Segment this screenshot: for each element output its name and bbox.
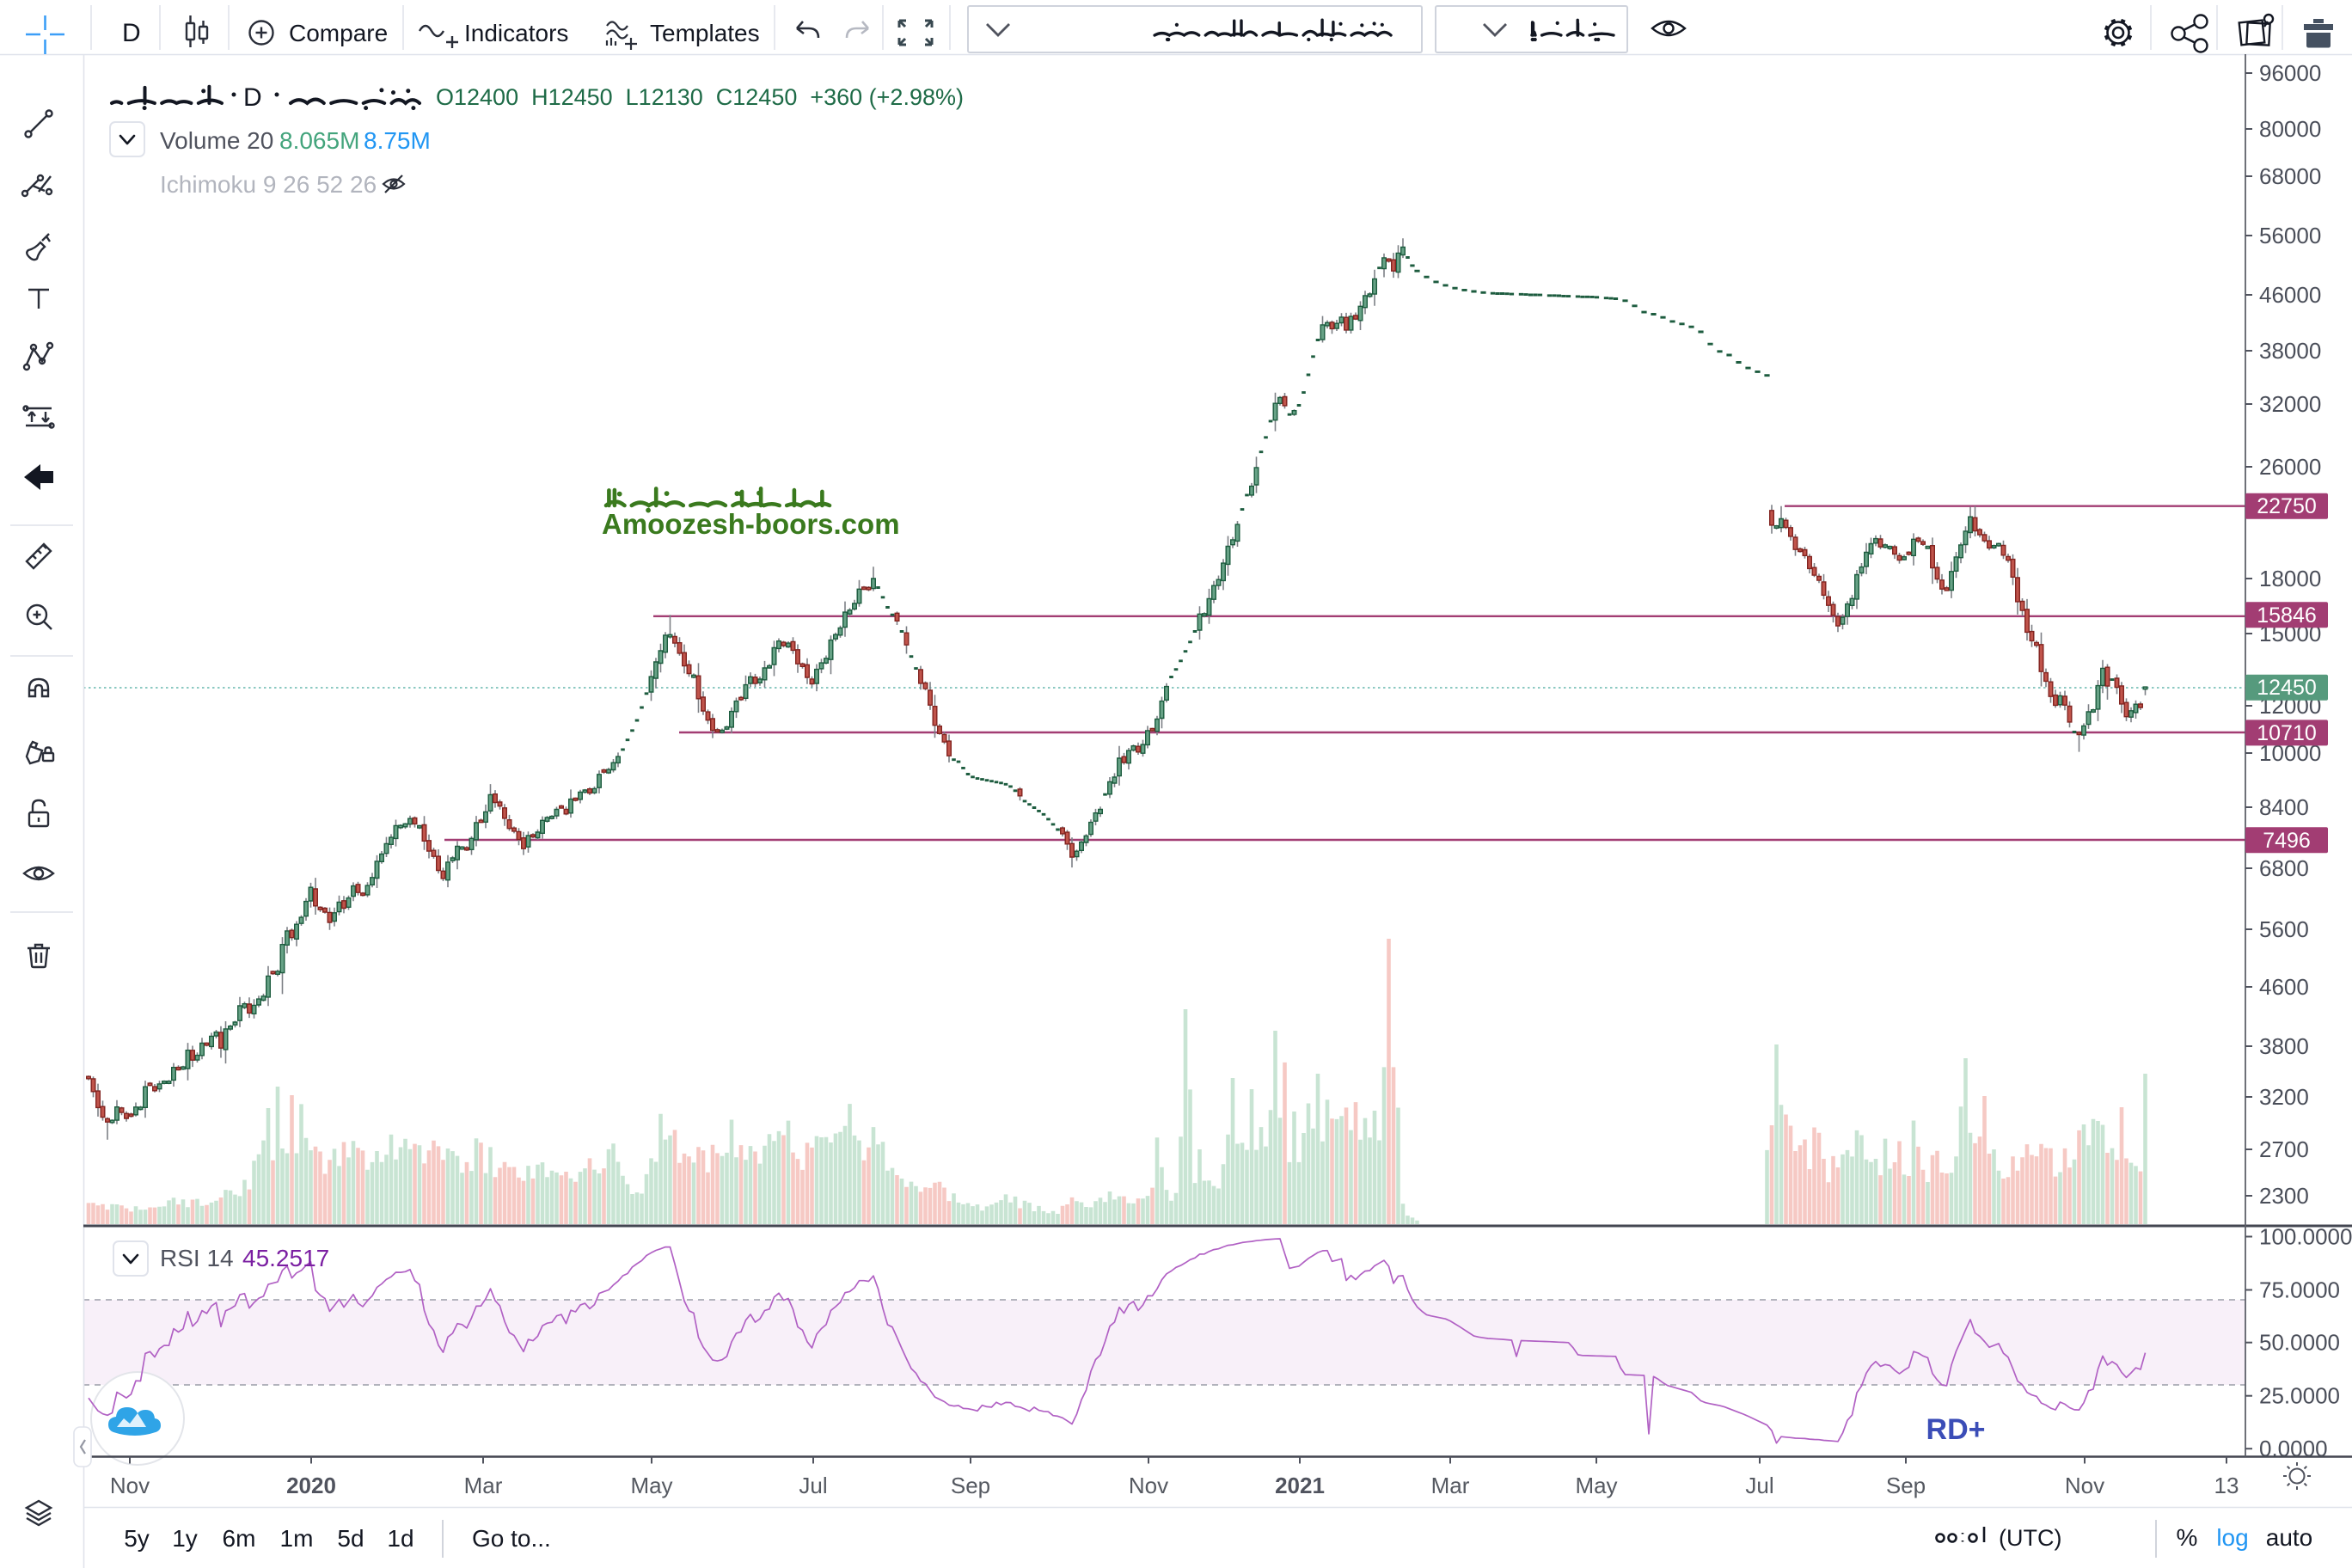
svg-text:50.0000: 50.0000 [2259,1330,2340,1356]
svg-text:Sep: Sep [951,1473,990,1498]
svg-text:Ichimoku 9 26 52 26: Ichimoku 9 26 52 26 [160,171,377,198]
svg-text:2021: 2021 [1275,1473,1325,1498]
svg-text:Jul: Jul [1745,1473,1773,1498]
svg-text:5y: 5y [124,1525,150,1552]
svg-text:Amoozesh-boors.com: Amoozesh-boors.com [602,508,900,540]
svg-text:6800: 6800 [2259,855,2309,881]
svg-text:Go to...: Go to... [472,1525,551,1552]
svg-text:Mar: Mar [464,1473,503,1498]
svg-text:1y: 1y [172,1525,198,1552]
svg-text:75.0000: 75.0000 [2259,1277,2340,1303]
svg-text:Nov: Nov [2065,1473,2104,1498]
svg-text:15846: 15846 [2257,603,2317,628]
svg-text:May: May [630,1473,672,1498]
svg-text:80000: 80000 [2259,116,2321,142]
svg-text:(UTC): (UTC) [1999,1525,2061,1551]
svg-text:5d: 5d [337,1525,364,1552]
svg-text:2700: 2700 [2259,1136,2309,1162]
svg-text:Nov: Nov [1129,1473,1168,1498]
svg-text:4600: 4600 [2259,974,2309,1000]
svg-text:8.065M: 8.065M [279,127,359,154]
svg-text:13: 13 [2214,1473,2239,1498]
svg-text:RD+: RD+ [1926,1413,1986,1446]
svg-text:Mar: Mar [1431,1473,1470,1498]
svg-text:1m: 1m [280,1525,314,1552]
svg-text:8.75M: 8.75M [364,127,431,154]
svg-text:Jul: Jul [799,1473,827,1498]
svg-text:5600: 5600 [2259,916,2309,942]
svg-text:Templates: Templates [650,20,760,46]
svg-text:D: D [243,83,262,112]
svg-text:32000: 32000 [2259,391,2321,417]
svg-text:May: May [1575,1473,1617,1498]
svg-text:2020: 2020 [286,1473,336,1498]
svg-text:25.0000: 25.0000 [2259,1383,2340,1409]
svg-text:12450: 12450 [2257,676,2317,700]
svg-text:45.2517: 45.2517 [242,1245,329,1271]
svg-text:%: % [2177,1524,2198,1551]
svg-text:Indicators: Indicators [464,20,568,46]
svg-text:22750: 22750 [2257,494,2317,518]
svg-text:46000: 46000 [2259,282,2321,308]
svg-text:auto: auto [2266,1524,2313,1551]
svg-text:3200: 3200 [2259,1084,2309,1110]
svg-text:Sep: Sep [1886,1473,1926,1498]
svg-text:100.0000: 100.0000 [2259,1224,2352,1250]
svg-text:8400: 8400 [2259,794,2309,820]
svg-text:0.0000: 0.0000 [2259,1436,2328,1461]
svg-text:Compare: Compare [289,20,388,46]
svg-text:26000: 26000 [2259,454,2321,480]
svg-text:Nov: Nov [110,1473,150,1498]
svg-text:1d: 1d [387,1525,413,1552]
svg-text:6m: 6m [223,1525,256,1552]
svg-text:10710: 10710 [2257,721,2317,745]
svg-text:D: D [122,19,141,47]
svg-text:7496: 7496 [2263,829,2311,853]
svg-text:2300: 2300 [2259,1183,2309,1209]
svg-text:18000: 18000 [2259,566,2321,591]
svg-text:38000: 38000 [2259,338,2321,364]
svg-text:68000: 68000 [2259,163,2321,189]
svg-text:96000: 96000 [2259,60,2321,86]
svg-text:O12400 H12450 L12130 C12450: O12400 H12450 L12130 C12450 +360 (+2.98%… [436,84,964,110]
svg-text:Volume 20: Volume 20 [160,127,273,154]
svg-text:RSI 14: RSI 14 [160,1245,234,1271]
svg-text:3800: 3800 [2259,1033,2309,1059]
svg-text:log: log [2216,1524,2248,1551]
svg-text:56000: 56000 [2259,223,2321,248]
